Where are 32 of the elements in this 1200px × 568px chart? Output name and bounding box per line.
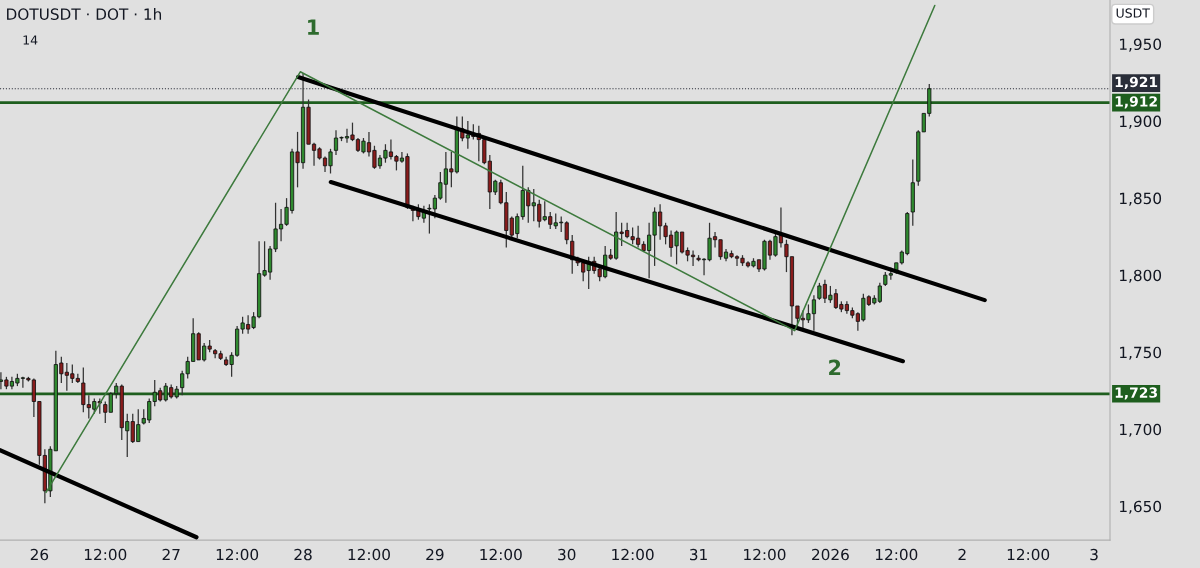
- y-tick-label: 1,700: [1120, 423, 1162, 437]
- y-tick-label: 1,850: [1120, 192, 1162, 206]
- x-tick-label: 29: [426, 548, 444, 561]
- x-tick-label: 30: [558, 548, 576, 561]
- y-tick-label: 1,650: [1120, 500, 1162, 514]
- y-tick-label: 1,950: [1120, 38, 1162, 52]
- annotation: 1: [308, 19, 319, 35]
- x-tick-label: 12:00: [216, 548, 259, 561]
- x-tick-label: 3: [1090, 548, 1098, 561]
- y-tick-label: 1,750: [1120, 346, 1162, 360]
- x-tick-label: 31: [690, 548, 707, 561]
- x-tick-label: 2026: [812, 548, 849, 561]
- x-tick-label: 12:00: [1007, 548, 1050, 561]
- y-tick-label: 1,800: [1120, 269, 1162, 283]
- x-tick-label: 27: [162, 548, 180, 561]
- annotation: 14: [23, 35, 38, 45]
- ref-line-label: 1,723: [1115, 387, 1157, 400]
- annotation: 2: [829, 359, 841, 376]
- x-tick-label: 12:00: [744, 548, 786, 561]
- y-axis-title: USDT: [1116, 8, 1150, 18]
- y-tick-label: 1,900: [1120, 115, 1162, 129]
- x-tick-label: 12:00: [348, 548, 390, 561]
- x-tick-label: 26: [30, 548, 49, 561]
- x-tick-label: 12:00: [875, 548, 918, 561]
- x-tick-label: 28: [294, 548, 312, 561]
- ref-line-label: 1,912: [1115, 96, 1157, 109]
- x-tick-label: 2: [958, 548, 966, 561]
- x-tick-label: 12:00: [84, 548, 127, 561]
- chart-title: DOTUSDT · DOT · 1h: [7, 8, 162, 20]
- x-tick-label: 12:00: [480, 548, 522, 561]
- ref-line-label: 1,921: [1115, 76, 1158, 89]
- x-tick-label: 12:00: [612, 548, 654, 561]
